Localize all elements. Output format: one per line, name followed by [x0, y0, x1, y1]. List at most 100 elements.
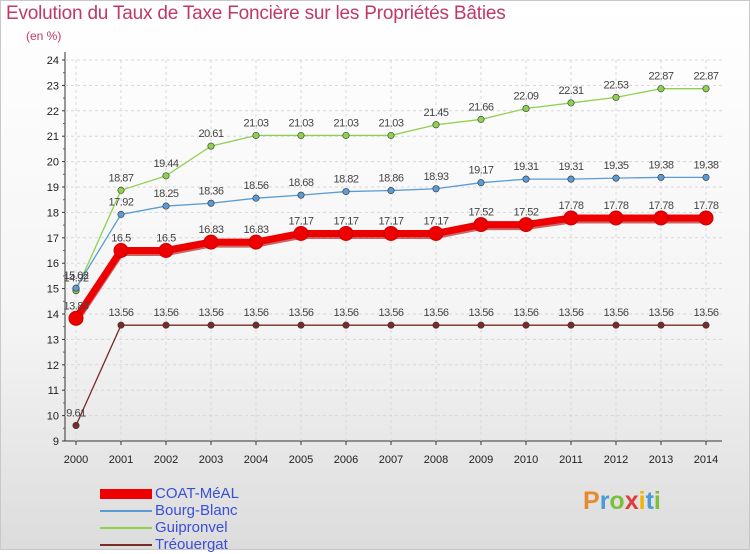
- data-point: [387, 321, 395, 329]
- data-point: [612, 174, 620, 182]
- data-label: 17.78: [693, 200, 718, 212]
- legend-swatch: [100, 544, 152, 546]
- data-label: 19.38: [648, 159, 673, 171]
- data-point: [522, 175, 530, 183]
- data-point: [428, 225, 444, 241]
- data-label: 18.82: [333, 174, 358, 186]
- data-label: 17.17: [423, 215, 448, 227]
- data-point: [518, 217, 534, 233]
- y-tick-label: 9: [53, 436, 59, 448]
- data-label: 13.56: [648, 307, 673, 319]
- data-point: [522, 105, 530, 113]
- data-label: 13.56: [153, 307, 178, 319]
- data-point: [477, 321, 485, 329]
- legend-label: Guipronvel: [155, 519, 228, 536]
- data-label: 19.17: [468, 165, 493, 177]
- data-label: 22.53: [603, 79, 628, 91]
- x-tick-label: 2010: [514, 454, 538, 466]
- data-point: [252, 194, 260, 202]
- data-label: 21.66: [468, 101, 493, 113]
- data-label: 17.17: [288, 215, 313, 227]
- data-point: [158, 243, 174, 258]
- data-point: [342, 188, 350, 196]
- data-point: [297, 131, 305, 139]
- data-label: 21.45: [423, 107, 448, 119]
- x-tick-label: 2007: [379, 454, 403, 466]
- logo-letter: i: [653, 487, 661, 515]
- y-tick-label: 23: [47, 80, 59, 92]
- data-point: [207, 199, 215, 207]
- data-label: 22.09: [513, 91, 538, 103]
- data-label: 16.5: [111, 233, 131, 245]
- y-tick-label: 20: [47, 157, 59, 169]
- data-label: 18.36: [198, 185, 223, 197]
- y-tick-label: 22: [47, 106, 59, 118]
- data-point: [342, 131, 350, 139]
- legend-label: COAT-MéAL: [155, 485, 239, 502]
- data-point: [297, 321, 305, 329]
- data-label: 13.56: [693, 307, 718, 319]
- data-point: [162, 321, 170, 329]
- legend-swatch: [100, 489, 152, 499]
- data-label: 16.83: [198, 224, 223, 236]
- data-label: 13.56: [378, 307, 403, 319]
- data-label: 17.17: [378, 215, 403, 227]
- x-tick-label: 2006: [334, 454, 358, 466]
- data-point: [252, 131, 260, 139]
- data-label: 18.25: [153, 188, 178, 200]
- data-label: 19.31: [558, 161, 583, 173]
- y-tick-label: 13: [47, 334, 59, 346]
- logo-letter: t: [645, 487, 654, 515]
- legend-label: Bourg-Blanc: [155, 502, 238, 519]
- data-label: 17.78: [648, 200, 673, 212]
- data-point: [248, 234, 264, 250]
- x-tick-label: 2014: [694, 454, 718, 466]
- data-label: 18.86: [378, 173, 403, 185]
- data-point: [117, 186, 125, 194]
- x-tick-label: 2000: [64, 454, 88, 466]
- data-label: 13.56: [558, 307, 583, 319]
- data-label: 21.03: [378, 117, 403, 129]
- data-point: [207, 321, 215, 329]
- data-label: 13.56: [198, 307, 223, 319]
- data-label: 15.02: [63, 270, 88, 282]
- data-label: 18.93: [423, 171, 448, 183]
- logo-letter: r: [599, 487, 610, 515]
- data-point: [162, 202, 170, 210]
- data-label: 17.52: [513, 207, 538, 219]
- data-point: [612, 321, 620, 329]
- data-label: 16.83: [243, 224, 268, 236]
- x-tick-label: 2002: [154, 454, 178, 466]
- data-label: 9.61: [66, 408, 86, 420]
- data-point: [252, 321, 260, 329]
- data-point: [567, 175, 575, 183]
- data-label: 21.03: [333, 117, 358, 129]
- y-tick-label: 16: [47, 258, 59, 270]
- legend-label: Tréouergat: [155, 536, 228, 553]
- x-tick-label: 2004: [244, 454, 268, 466]
- data-point: [563, 210, 579, 226]
- data-label: 19.44: [153, 158, 178, 170]
- data-point: [567, 99, 575, 107]
- data-label: 14.92: [63, 273, 88, 285]
- data-label: 21.03: [288, 117, 313, 129]
- data-point: [113, 243, 129, 258]
- data-point: [567, 321, 575, 329]
- data-point: [432, 121, 440, 129]
- y-tick-label: 24: [47, 55, 59, 67]
- data-point: [698, 210, 714, 226]
- data-label: 22.87: [648, 71, 673, 83]
- data-point: [473, 217, 489, 233]
- data-label: 17.92: [108, 196, 133, 208]
- data-point: [612, 93, 620, 101]
- data-label: 13.56: [333, 307, 358, 319]
- data-label: 21.03: [243, 117, 268, 129]
- data-point: [297, 191, 305, 199]
- data-point: [608, 210, 624, 226]
- data-point: [162, 172, 170, 180]
- data-point: [387, 131, 395, 139]
- x-tick-label: 2003: [199, 454, 223, 466]
- data-point: [702, 321, 710, 329]
